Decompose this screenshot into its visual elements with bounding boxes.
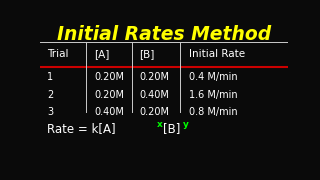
Text: 0.20M: 0.20M	[139, 72, 169, 82]
Text: 0.40M: 0.40M	[139, 89, 169, 100]
Text: 1: 1	[47, 72, 53, 82]
Text: [B]: [B]	[139, 49, 155, 59]
Text: Initial Rates Method: Initial Rates Method	[57, 25, 271, 44]
Text: y: y	[183, 120, 188, 129]
Text: 0.20M: 0.20M	[139, 107, 169, 117]
Text: [B]: [B]	[163, 122, 180, 135]
Text: 0.8 M/min: 0.8 M/min	[189, 107, 237, 117]
Text: 0.4 M/min: 0.4 M/min	[189, 72, 237, 82]
Text: x: x	[156, 120, 162, 129]
Text: 0.20M: 0.20M	[95, 89, 124, 100]
Text: 0.20M: 0.20M	[95, 72, 124, 82]
Text: 3: 3	[47, 107, 53, 117]
Text: Rate = k[A]: Rate = k[A]	[47, 122, 116, 135]
Text: Trial: Trial	[47, 49, 69, 59]
Text: 2: 2	[47, 89, 54, 100]
Text: 1.6 M/min: 1.6 M/min	[189, 89, 237, 100]
Text: Initial Rate: Initial Rate	[189, 49, 245, 59]
Text: 0.40M: 0.40M	[95, 107, 124, 117]
Text: [A]: [A]	[95, 49, 110, 59]
